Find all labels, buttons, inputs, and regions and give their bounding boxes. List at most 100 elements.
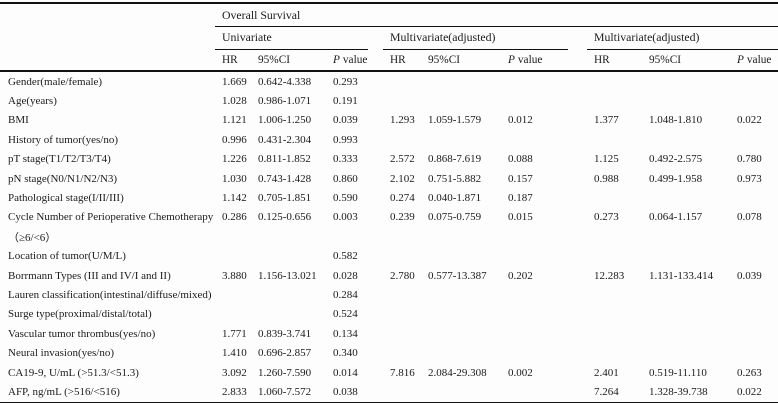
cell-hr: 12.283 xyxy=(594,269,625,282)
p-word: value xyxy=(746,53,772,66)
cell-p: 0.157 xyxy=(508,172,533,185)
cell-hr xyxy=(587,71,642,91)
span-header-row: Overall Survival xyxy=(0,2,778,27)
cell-ci: 1.059-1.579 xyxy=(428,114,482,127)
table-row: BMI 1.121 1.006-1.250 0.039 1.293 1.059-1.579… xyxy=(0,111,778,130)
cell-p: 0.014 xyxy=(333,366,358,379)
cell-hr: 2.780 xyxy=(390,269,415,282)
cell-hr xyxy=(383,227,421,246)
cell-p: 0.039 xyxy=(333,114,358,127)
p-symbol: P xyxy=(333,53,340,66)
row-label: （≥6/<6） xyxy=(8,231,57,244)
cell-ci xyxy=(642,305,730,324)
cell-ci: 0.431-2.304 xyxy=(258,133,312,146)
cell-p xyxy=(501,247,587,266)
row-label: CA19-9, U/mL (>51.3/<51.3) xyxy=(8,366,139,379)
cell-ci: 0.751-5.882 xyxy=(428,172,482,185)
header-spacer xyxy=(0,50,215,72)
cell-ci xyxy=(421,324,501,343)
row-label: Location of tumor(U/M/L) xyxy=(8,250,126,263)
cell-hr xyxy=(383,343,421,362)
cell-p: 0.340 xyxy=(333,347,358,360)
cell-ci: 2.084-29.308 xyxy=(428,366,487,379)
cell-p xyxy=(501,227,587,246)
row-label: History of tumor(yes/no) xyxy=(8,133,118,146)
row-label: pN stage(N0/N1/N2/N3) xyxy=(8,172,118,185)
cell-p: 0.088 xyxy=(508,153,533,166)
table-row: CA19-9, U/mL (>51.3/<51.3) 3.092 1.260-7.5… xyxy=(0,363,778,382)
cell-p: 0.028 xyxy=(333,269,358,282)
cell-p: 0.293 xyxy=(333,75,358,88)
col-header-hr: HR xyxy=(587,50,642,72)
table-row: Borrmann Types (III and IV/I and II) 3.88… xyxy=(0,266,778,285)
cell-p xyxy=(730,91,778,110)
cell-p: 0.187 xyxy=(508,192,533,205)
cell-ci xyxy=(642,324,730,343)
cell-ci: 1.006-1.250 xyxy=(258,114,312,127)
table-row: Location of tumor(U/M/L) 0.582 xyxy=(0,247,778,266)
cell-p xyxy=(501,130,587,149)
table-row: Age(years) 1.028 0.986-1.071 0.191 xyxy=(0,91,778,110)
cell-hr: 0.286 xyxy=(222,211,247,224)
cell-ci xyxy=(251,227,326,246)
cell-hr: 0.274 xyxy=(390,192,415,205)
cell-ci xyxy=(421,71,501,91)
cell-hr xyxy=(587,130,642,149)
row-label: Neural invasion(yes/no) xyxy=(8,347,114,360)
cell-p xyxy=(730,227,778,246)
cell-hr: 0.996 xyxy=(222,133,247,146)
table-row: Neural invasion(yes/no) 1.410 0.696-2.857 0… xyxy=(0,343,778,362)
cell-hr xyxy=(383,130,421,149)
cell-p: 0.078 xyxy=(737,211,762,224)
cell-p xyxy=(501,324,587,343)
cell-p xyxy=(501,343,587,362)
cell-p xyxy=(730,247,778,266)
cell-hr: 2.572 xyxy=(390,153,415,166)
group-header-row: Univariate Multivariate(adjusted) Multiv… xyxy=(0,27,778,50)
cell-hr xyxy=(383,91,421,110)
cell-hr xyxy=(215,285,251,304)
cell-hr xyxy=(215,247,251,266)
cell-ci: 1.260-7.590 xyxy=(258,366,312,379)
cell-p: 0.002 xyxy=(508,366,533,379)
cell-hr xyxy=(383,71,421,91)
cell-p: 0.590 xyxy=(333,192,358,205)
table-row: Gender(male/female) 1.669 0.642-4.338 0.293 xyxy=(0,71,778,91)
cell-ci: 0.040-1.871 xyxy=(428,192,482,205)
table-row: History of tumor(yes/no) 0.996 0.431-2.304… xyxy=(0,130,778,149)
p-word: value xyxy=(517,53,543,66)
cell-hr xyxy=(215,305,251,324)
cell-ci: 0.642-4.338 xyxy=(258,75,312,88)
cell-p xyxy=(326,227,383,246)
cell-p: 0.012 xyxy=(508,114,533,127)
cell-hr xyxy=(587,247,642,266)
cell-ci xyxy=(251,247,326,266)
cell-p: 0.015 xyxy=(508,211,533,224)
cell-hr: 1.142 xyxy=(222,192,247,205)
cell-p: 0.038 xyxy=(326,382,383,403)
cell-hr xyxy=(587,343,642,362)
cell-p xyxy=(501,305,587,324)
table-row: Vascular tumor thrombus(yes/no) 1.771 0.83… xyxy=(0,324,778,343)
cell-ci: 1.048-1.810 xyxy=(649,114,703,127)
cell-hr: 2.102 xyxy=(390,172,415,185)
cell-p: 0.003 xyxy=(333,211,358,224)
cell-ci: 0.696-2.857 xyxy=(258,347,312,360)
table-row: AFP, ng/mL (>516/<516) 2.833 1.060-7.572 0.… xyxy=(0,382,778,403)
cell-ci xyxy=(642,188,730,207)
span-header-overall-survival: Overall Survival xyxy=(215,2,778,27)
cell-p: 0.860 xyxy=(333,172,358,185)
cell-p: 0.022 xyxy=(730,382,778,403)
cell-hr xyxy=(587,227,642,246)
cell-hr: 1.226 xyxy=(222,153,247,166)
cell-hr: 1.669 xyxy=(222,75,247,88)
group-header-multivariate-1-label: Multivariate(adjusted) xyxy=(383,27,568,50)
cell-hr xyxy=(383,382,421,403)
cell-p xyxy=(730,324,778,343)
cell-p: 0.134 xyxy=(333,327,358,340)
cell-p xyxy=(730,305,778,324)
